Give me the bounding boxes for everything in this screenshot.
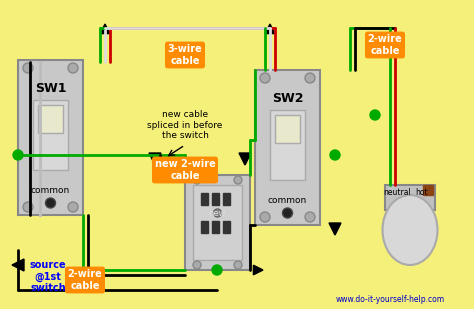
Bar (185, 175, 250, 270)
Polygon shape (149, 153, 161, 165)
Bar (38, 105, 63, 133)
Polygon shape (12, 259, 24, 271)
Bar (212, 193, 219, 205)
Bar (385, 185, 435, 210)
Circle shape (260, 73, 270, 83)
Bar (201, 193, 208, 205)
Circle shape (260, 212, 270, 222)
Circle shape (234, 261, 242, 269)
Text: hot: hot (416, 188, 428, 197)
Circle shape (193, 261, 201, 269)
Circle shape (46, 198, 55, 208)
Text: new 2-wire
cable: new 2-wire cable (155, 159, 215, 181)
Text: 2-wire
cable: 2-wire cable (368, 34, 402, 56)
Text: new: new (209, 209, 226, 218)
Circle shape (234, 176, 242, 184)
Text: SW1: SW1 (35, 82, 66, 95)
Circle shape (13, 150, 23, 160)
Circle shape (213, 209, 221, 217)
Text: neutral: neutral (383, 188, 411, 197)
Bar (33, 100, 68, 170)
Polygon shape (254, 265, 263, 275)
Text: common: common (268, 196, 307, 205)
Text: SW2: SW2 (272, 91, 303, 104)
Circle shape (23, 63, 33, 73)
Circle shape (283, 208, 292, 218)
Polygon shape (239, 153, 251, 165)
Polygon shape (265, 24, 275, 34)
Bar (270, 110, 305, 180)
Bar (201, 221, 208, 233)
Text: 2-wire
cable: 2-wire cable (68, 269, 102, 291)
Circle shape (68, 63, 78, 73)
Bar (223, 221, 230, 233)
Bar (223, 193, 230, 205)
Polygon shape (100, 24, 110, 34)
Bar (423, 185, 433, 195)
Circle shape (23, 202, 33, 212)
Text: new cable
spliced in before
the switch: new cable spliced in before the switch (147, 110, 223, 140)
Circle shape (305, 212, 315, 222)
Polygon shape (329, 223, 341, 235)
Circle shape (193, 176, 201, 184)
Text: source
@1st
switch: source @1st switch (30, 260, 66, 294)
Text: www.do-it-yourself-help.com: www.do-it-yourself-help.com (336, 295, 445, 304)
Circle shape (305, 73, 315, 83)
Text: common: common (31, 185, 70, 194)
Circle shape (68, 202, 78, 212)
Ellipse shape (383, 195, 438, 265)
Circle shape (212, 265, 222, 275)
Circle shape (330, 150, 340, 160)
Bar (212, 221, 219, 233)
Bar (18, 60, 83, 215)
Bar (255, 70, 320, 225)
Bar (193, 185, 242, 260)
Circle shape (370, 110, 380, 120)
Bar (275, 115, 300, 143)
Text: 3-wire
cable: 3-wire cable (168, 44, 202, 66)
